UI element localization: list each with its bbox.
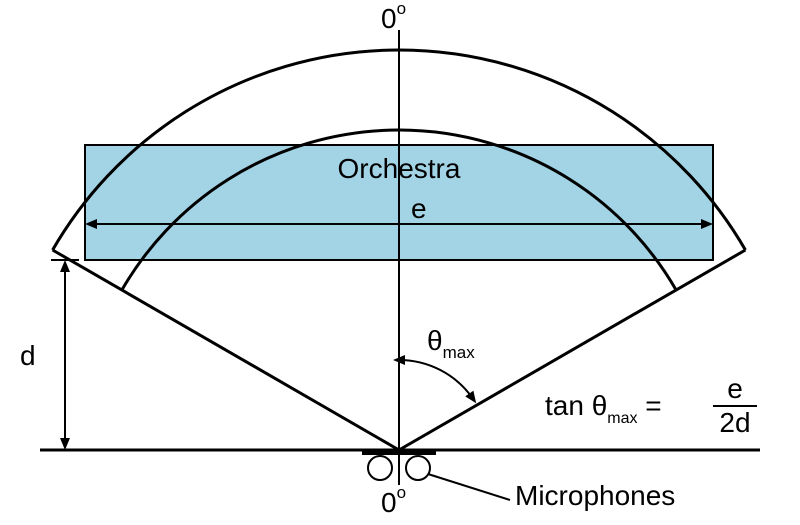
orchestra-label: Orchestra	[338, 153, 461, 184]
microphones-label: Microphones	[515, 480, 675, 511]
d-label: d	[20, 340, 36, 371]
formula-numerator: e	[727, 373, 743, 404]
e-label: e	[411, 193, 427, 224]
formula-denominator: 2d	[719, 407, 750, 438]
